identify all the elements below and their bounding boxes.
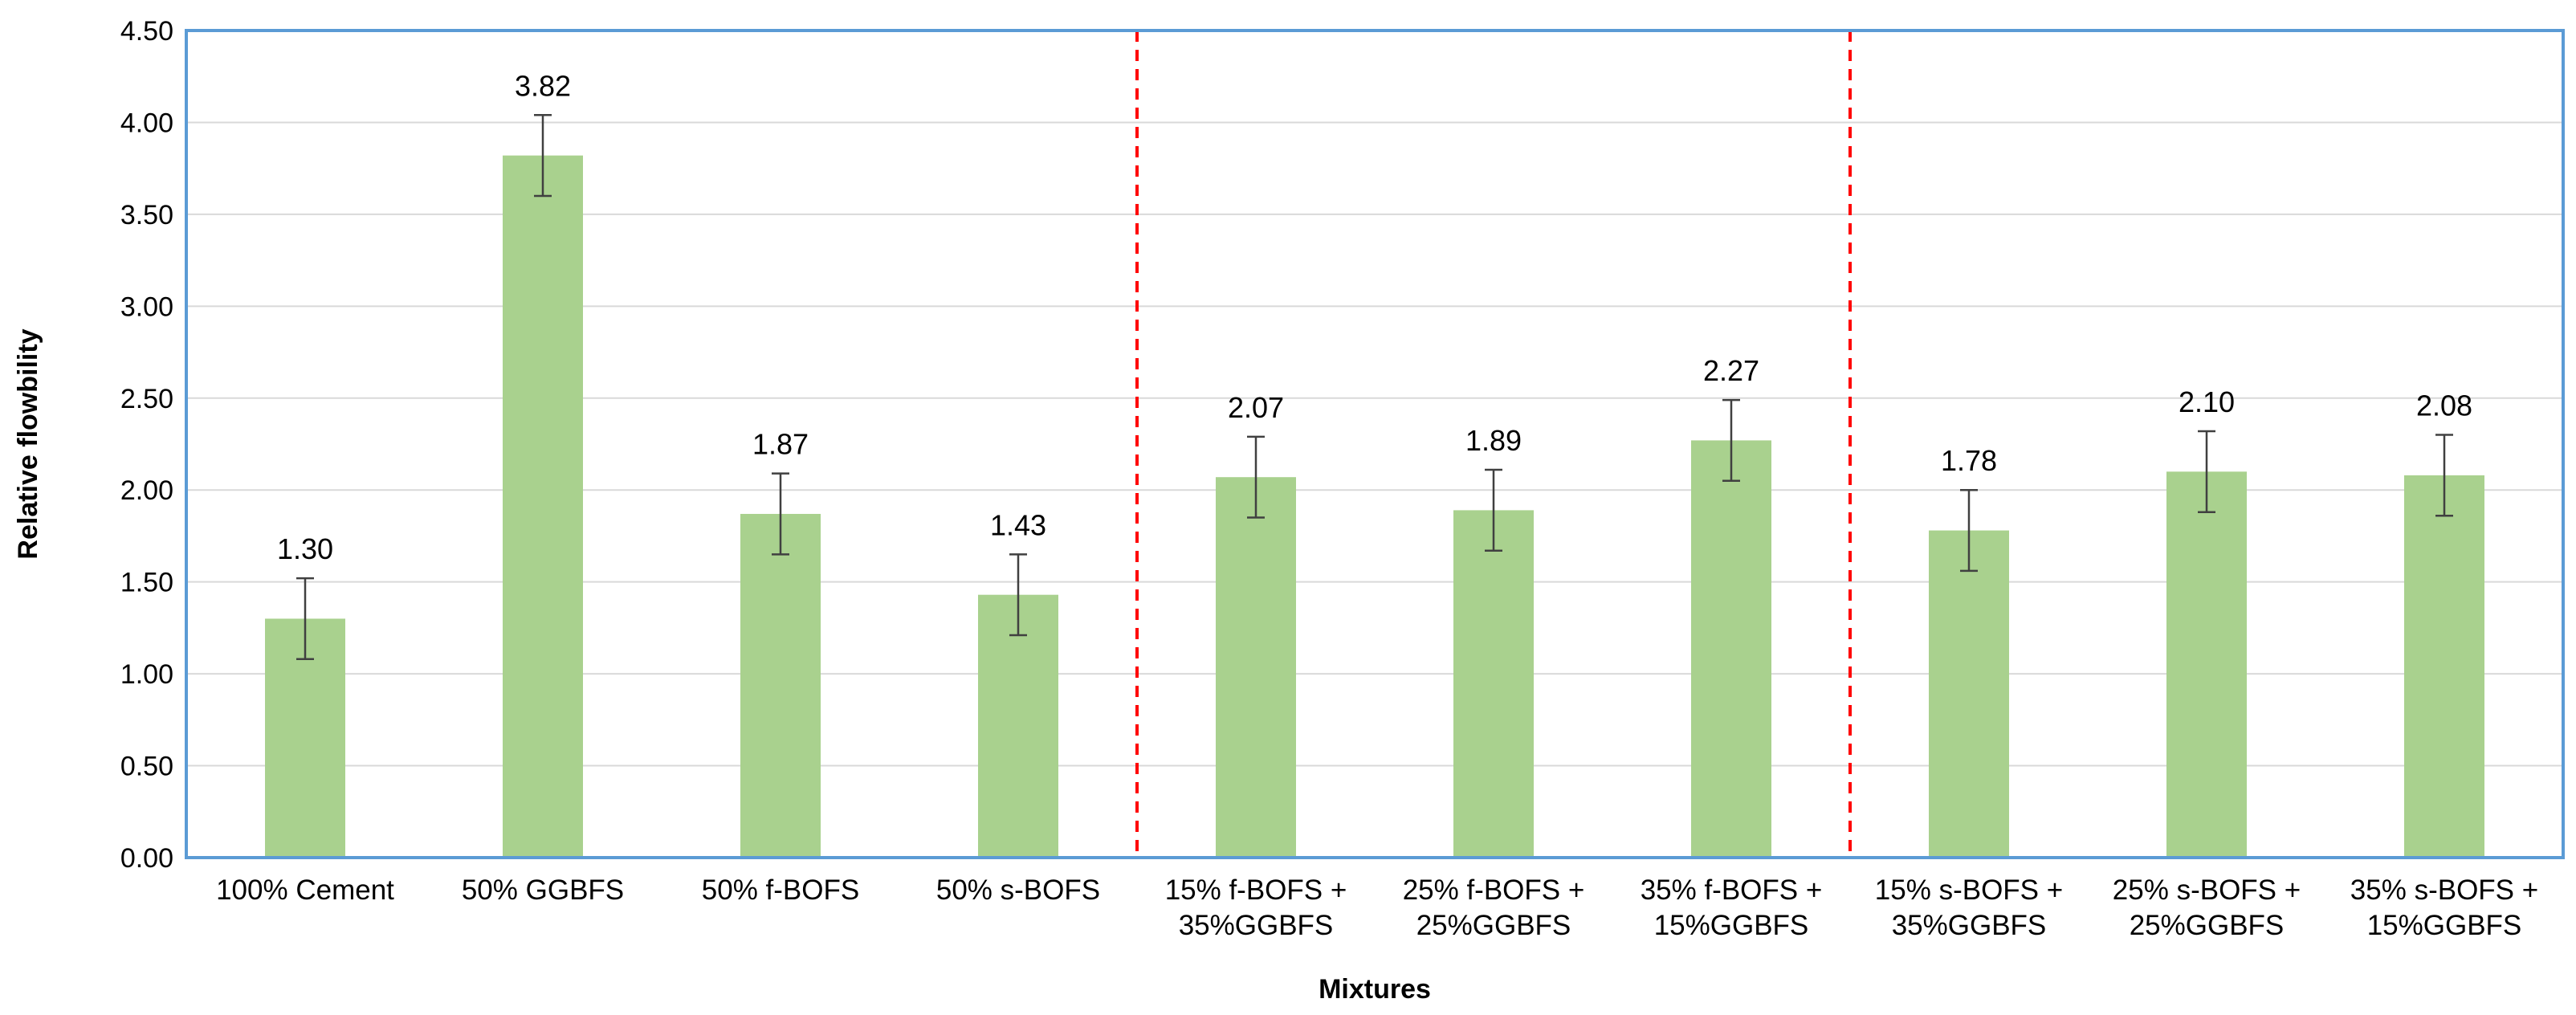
bar — [978, 594, 1058, 858]
y-tick-label: 2.00 — [120, 475, 173, 506]
x-tick-label: 100% Cement — [216, 874, 394, 906]
y-tick-label: 4.50 — [120, 16, 173, 47]
data-labels: 1.30 3.82 1.87 1.43 2.07 1.89 2.27 1.78 2.10 2.08 — [277, 69, 2472, 565]
data-label: 1.43 — [990, 508, 1046, 541]
data-label: 1.87 — [752, 428, 809, 461]
x-tick-label: 25% s-BOFS +25%GGBFS — [2113, 874, 2301, 941]
error-bars — [296, 114, 2453, 661]
data-label: 2.07 — [1228, 391, 1284, 424]
data-label: 2.10 — [2179, 385, 2235, 418]
data-label: 1.78 — [1941, 444, 1997, 477]
x-tick-label: 15% s-BOFS +35%GGBFS — [1875, 874, 2063, 941]
y-tick-label: 3.50 — [120, 200, 173, 230]
x-tick-label: 50% f-BOFS — [702, 874, 859, 906]
data-label: 2.27 — [1703, 354, 1759, 387]
y-tick-label: 1.50 — [120, 568, 173, 598]
bar — [740, 513, 821, 858]
bar — [1216, 477, 1296, 858]
y-tick-label: 4.00 — [120, 108, 173, 138]
x-tick-label: 15% f-BOFS +35%GGBFS — [1165, 874, 1347, 941]
bar — [2404, 475, 2484, 858]
bar — [1691, 440, 1771, 858]
data-label: 3.82 — [515, 69, 571, 102]
x-tick-label: 25% f-BOFS +25%GGBFS — [1403, 874, 1585, 941]
bar — [1929, 530, 2009, 858]
plot-frame — [185, 29, 2565, 859]
y-tick-label: 2.50 — [120, 384, 173, 414]
x-tick-label: 35% s-BOFS +15%GGBFS — [2350, 874, 2538, 941]
y-axis-title: Relative flowbility — [13, 328, 43, 559]
y-tick-label: 0.50 — [120, 752, 173, 782]
bar — [1453, 510, 1534, 858]
x-axis-title: Mixtures — [1319, 974, 1431, 1005]
x-axis-ticks: 100% Cement 50% GGBFS 50% f-BOFS 50% s-BOFS… — [216, 874, 2538, 941]
group-dividers — [1135, 31, 1852, 858]
x-tick-label: 50% s-BOFS — [936, 874, 1100, 906]
bars — [265, 155, 2484, 858]
data-label: 1.89 — [1465, 424, 1522, 457]
bar — [503, 155, 583, 858]
x-tick-label: 50% GGBFS — [462, 874, 624, 906]
data-label: 1.30 — [277, 532, 333, 565]
y-tick-label: 3.00 — [120, 291, 173, 322]
data-label: 2.08 — [2416, 389, 2472, 422]
bar — [2166, 471, 2247, 858]
x-tick-label: 35% f-BOFS +15%GGBFS — [1641, 874, 1823, 941]
y-tick-label: 1.00 — [120, 659, 173, 690]
y-tick-label: 0.00 — [120, 843, 173, 874]
y-axis-ticks: 0.00 0.50 1.00 1.50 2.00 2.50 3.00 3.50 4.00 4.50 — [120, 16, 173, 874]
